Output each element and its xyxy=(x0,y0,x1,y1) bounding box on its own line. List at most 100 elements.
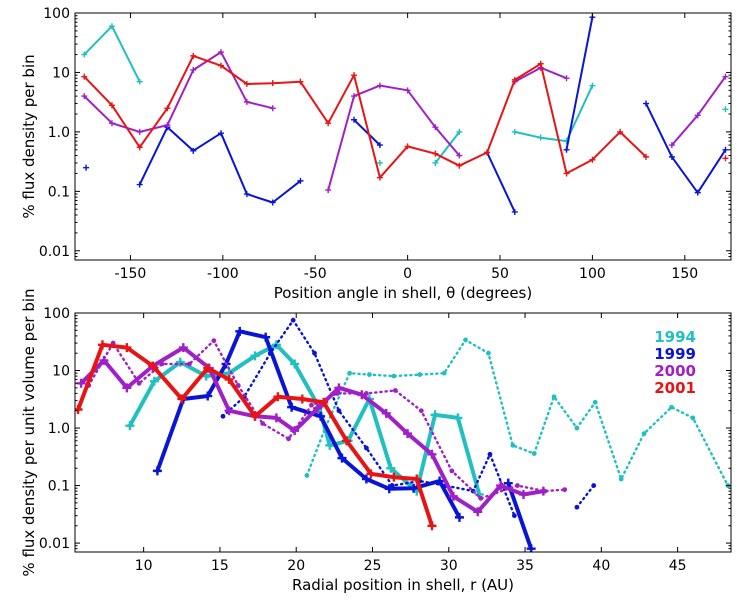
data-point-2000 xyxy=(519,489,529,499)
data-point-2001 xyxy=(456,162,463,169)
bottom-plot-area xyxy=(75,317,731,552)
y-tick-label: 0.01 xyxy=(39,536,70,552)
data-point-2000 xyxy=(224,406,234,416)
data-point-1994 xyxy=(81,51,88,58)
x-tick-label: 40 xyxy=(592,558,610,574)
data-point-1994-dotted xyxy=(463,337,468,343)
data-point-2001 xyxy=(511,76,518,83)
y-tick-label: 100 xyxy=(43,6,70,22)
data-point-1999 xyxy=(376,142,383,149)
data-point-1994-dotted xyxy=(417,372,423,377)
data-point-2000 xyxy=(269,105,276,112)
data-point-2000-dotted xyxy=(260,421,266,426)
x-tick-label: -150 xyxy=(115,266,147,282)
data-point-1999-tail-dotted xyxy=(574,504,580,510)
y-tick-label: 0.01 xyxy=(39,244,70,260)
data-point-1999 xyxy=(563,146,570,153)
data-point-2000 xyxy=(122,383,132,393)
legend-entry-2001: 2001 xyxy=(654,379,696,397)
y-tick-label: 0.1 xyxy=(48,184,70,200)
data-point-2000-dotted xyxy=(136,380,142,386)
data-point-2000-dotted xyxy=(392,388,398,393)
data-point-1994 xyxy=(537,134,544,141)
data-point-1999-dotted xyxy=(336,408,342,414)
data-point-2000 xyxy=(427,449,437,459)
data-point-2000 xyxy=(694,112,701,119)
series-line-2001 xyxy=(83,54,647,179)
data-point-2000 xyxy=(136,128,143,135)
data-point-1999 xyxy=(435,476,445,486)
y-tick-label: 100 xyxy=(43,306,70,322)
data-point-2001 xyxy=(342,436,352,446)
data-point-2001 xyxy=(389,472,399,482)
x-tick-label: -100 xyxy=(207,266,239,282)
data-point-1994-dotted xyxy=(531,451,537,456)
data-point-2001 xyxy=(722,155,729,162)
data-point-2000 xyxy=(325,187,332,194)
x-tick-label: -50 xyxy=(304,266,327,282)
top-ticks: -150 -100 -50 0 50 100 150 0.01 0.1 1.0 10 100 xyxy=(39,6,731,282)
data-point-2000-dotted xyxy=(478,495,484,501)
data-point-2000-dotted xyxy=(235,383,241,388)
data-point-2001 xyxy=(136,144,143,151)
series-line-1999 xyxy=(138,126,302,204)
data-point-2000 xyxy=(108,120,115,127)
data-point-1999 xyxy=(384,484,394,494)
data-point-1999 xyxy=(190,147,197,154)
data-point-1999 xyxy=(235,326,245,336)
data-point-2000-dotted xyxy=(187,361,192,367)
data-point-1994-dotted xyxy=(618,476,624,482)
data-point-1994 xyxy=(376,159,383,166)
data-point-2000-dotted xyxy=(542,488,548,494)
data-point-1999-dotted xyxy=(487,451,493,457)
top-axes-frame xyxy=(74,12,732,261)
data-point-1999-tail-dotted xyxy=(591,483,597,488)
data-point-2001 xyxy=(412,474,422,484)
data-point-2001 xyxy=(177,394,187,404)
data-point-1994-dotted xyxy=(347,370,353,376)
data-point-2001 xyxy=(297,394,307,404)
data-point-2000 xyxy=(217,49,224,56)
data-point-2001 xyxy=(589,156,596,163)
data-point-2001 xyxy=(97,340,107,350)
data-point-1994-dotted xyxy=(690,415,696,421)
data-point-2001 xyxy=(243,80,250,87)
data-point-1999 xyxy=(287,402,297,412)
legend-entry-2000: 2000 xyxy=(654,362,696,380)
data-point-1999 xyxy=(203,391,213,401)
data-point-1999-dotted xyxy=(312,350,317,356)
series-line-1999 xyxy=(353,118,381,147)
data-point-1994 xyxy=(456,128,463,135)
data-point-2001 xyxy=(366,469,376,479)
data-point-1999 xyxy=(722,146,729,153)
data-point-1999 xyxy=(261,332,271,342)
data-point-1994 xyxy=(250,351,260,361)
series-layer-1 xyxy=(75,317,731,552)
data-point-2001 xyxy=(108,102,115,109)
data-point-2001 xyxy=(297,78,304,85)
data-point-2000-dotted xyxy=(309,402,314,408)
top-x-axis-label: Position angle in shell, θ (degrees) xyxy=(274,284,532,302)
data-point-1999 xyxy=(409,483,419,493)
x-tick-label: 10 xyxy=(135,558,153,574)
data-point-2000 xyxy=(76,378,86,388)
data-point-2000 xyxy=(178,343,188,353)
data-point-1999 xyxy=(454,512,464,522)
data-point-2000 xyxy=(381,408,391,418)
series-line-1999 xyxy=(486,151,516,213)
data-point-2000-dotted xyxy=(449,468,455,474)
series-line-1994 xyxy=(83,25,141,83)
data-point-1999 xyxy=(83,164,90,171)
data-point-2001 xyxy=(164,105,171,112)
data-point-1999 xyxy=(152,466,162,476)
series-line-1999 xyxy=(565,16,594,151)
data-point-1994 xyxy=(125,421,135,431)
x-tick-label: 25 xyxy=(364,558,382,574)
data-point-1994-dotted xyxy=(441,370,447,376)
data-point-2001 xyxy=(269,80,276,87)
data-point-2001 xyxy=(148,361,158,371)
data-point-1994 xyxy=(453,413,463,423)
data-point-2001 xyxy=(404,143,411,150)
data-point-1999-dotted xyxy=(363,445,369,451)
data-point-1994-dotted xyxy=(391,373,397,379)
